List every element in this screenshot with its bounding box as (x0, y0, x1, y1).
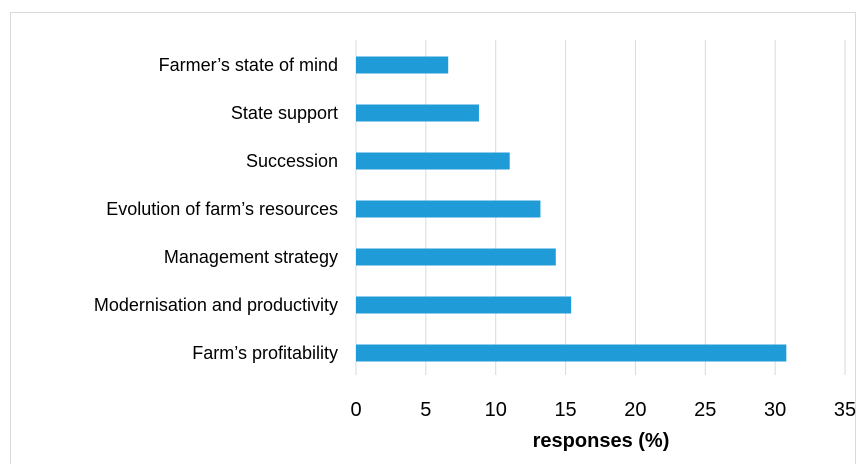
bar-chart: Farmer’s state of mind State support Succe… (94, 40, 856, 452)
bar-7 (356, 344, 787, 362)
category-label-2: State support (231, 103, 338, 123)
category-label-3: Succession (246, 151, 338, 171)
category-label-6: Modernisation and productivity (94, 295, 338, 315)
category-label-7: Farm’s profitability (192, 343, 338, 363)
x-tick-label-0: 0 (350, 399, 361, 421)
bar-2 (356, 104, 479, 122)
x-tick-label-20: 20 (624, 399, 646, 421)
bar-3 (356, 152, 510, 170)
category-label-1: Farmer’s state of mind (159, 55, 338, 75)
x-tick-label-30: 30 (764, 399, 786, 421)
category-labels: Farmer’s state of mind State support Succe… (94, 55, 338, 363)
category-label-5: Management strategy (164, 247, 338, 267)
x-tick-label-15: 15 (554, 399, 576, 421)
bars (356, 56, 787, 362)
bar-1 (356, 56, 449, 74)
x-tick-label-5: 5 (420, 399, 431, 421)
x-tick-label-35: 35 (834, 399, 856, 421)
x-tick-labels: 0 5 10 15 20 25 30 35 (350, 399, 856, 421)
x-tick-label-10: 10 (485, 399, 507, 421)
bar-4 (356, 200, 541, 218)
category-label-4: Evolution of farm’s resources (106, 199, 338, 219)
bar-6 (356, 296, 572, 314)
x-axis-title: responses (%) (533, 430, 670, 452)
chart-frame (10, 12, 856, 464)
x-tick-label-25: 25 (694, 399, 716, 421)
bar-5 (356, 248, 556, 266)
